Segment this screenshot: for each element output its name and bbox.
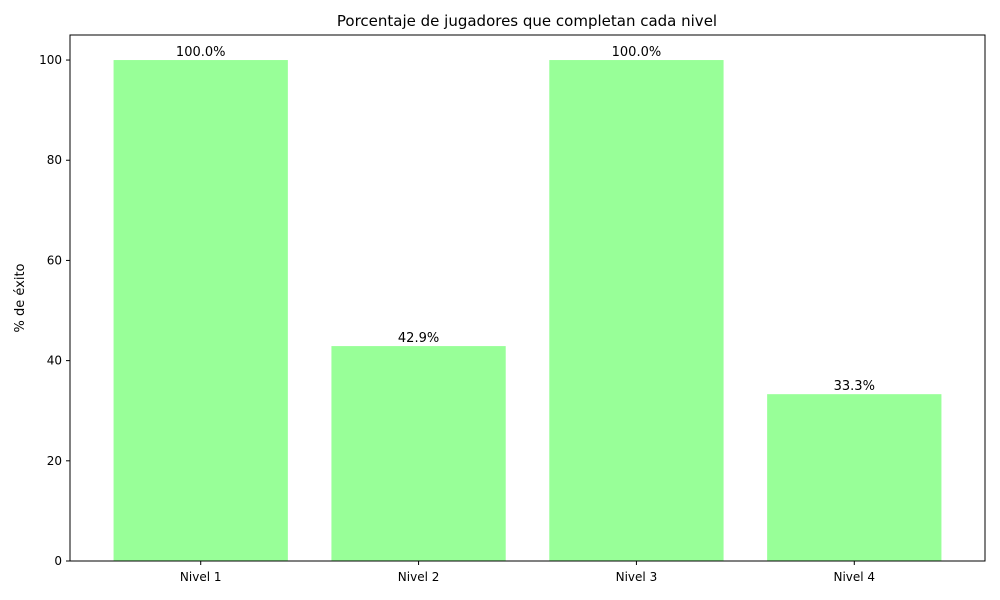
bar-4 xyxy=(767,394,942,561)
y-tick-label-20: 20 xyxy=(47,454,62,468)
x-tick-label-2: Nivel 2 xyxy=(398,570,440,584)
bar-3 xyxy=(549,60,724,562)
y-tick-label-80: 80 xyxy=(47,153,62,167)
x-tick-label-4: Nivel 4 xyxy=(833,570,875,584)
y-tick-label-100: 100 xyxy=(39,53,62,67)
plot-frame xyxy=(69,34,986,562)
y-tick-label-40: 40 xyxy=(47,354,62,368)
data-label-3: 100.0% xyxy=(612,45,662,60)
bar-2 xyxy=(331,346,506,561)
y-axis-label: % de éxito xyxy=(13,263,28,332)
chart-title: Porcentaje de jugadores que completan ca… xyxy=(337,12,717,30)
axes-group: 0 20 40 60 80 100 Nivel 1 Nivel 2 Nivel 3 Nivel 4 xyxy=(39,34,986,584)
data-label-1: 100.0% xyxy=(176,45,226,60)
x-tick-label-1: Nivel 1 xyxy=(180,570,222,584)
data-label-4: 33.3% xyxy=(834,379,875,394)
y-tick-label-60: 60 xyxy=(47,253,62,267)
x-tick-label-3: Nivel 3 xyxy=(616,570,658,584)
data-label-2: 42.9% xyxy=(398,331,439,346)
bar-1 xyxy=(113,60,288,562)
y-tick-label-0: 0 xyxy=(54,554,62,568)
bars-group: 100.0% 42.9% 100.0% 33.3% xyxy=(113,45,942,562)
